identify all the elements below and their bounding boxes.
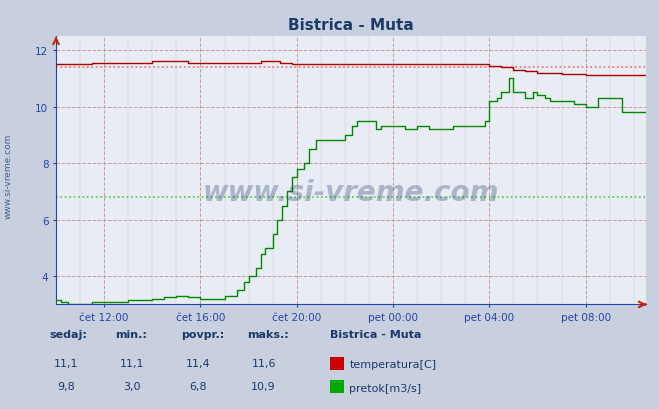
Text: 11,1: 11,1 <box>119 358 144 368</box>
Text: povpr.:: povpr.: <box>181 329 225 339</box>
Text: 11,4: 11,4 <box>185 358 210 368</box>
Text: 3,0: 3,0 <box>123 381 140 391</box>
Text: min.:: min.: <box>115 329 147 339</box>
Text: www.si-vreme.com: www.si-vreme.com <box>203 178 499 206</box>
Text: 10,9: 10,9 <box>251 381 276 391</box>
Text: 6,8: 6,8 <box>189 381 206 391</box>
Text: sedaj:: sedaj: <box>49 329 87 339</box>
Title: Bistrica - Muta: Bistrica - Muta <box>288 18 414 33</box>
Text: maks.:: maks.: <box>247 329 289 339</box>
Text: temperatura[C]: temperatura[C] <box>349 360 436 369</box>
Text: 11,6: 11,6 <box>251 358 276 368</box>
Text: www.si-vreme.com: www.si-vreme.com <box>3 133 13 218</box>
Text: pretok[m3/s]: pretok[m3/s] <box>349 383 421 393</box>
Text: 9,8: 9,8 <box>57 381 74 391</box>
Text: Bistrica - Muta: Bistrica - Muta <box>330 329 421 339</box>
Text: 11,1: 11,1 <box>53 358 78 368</box>
